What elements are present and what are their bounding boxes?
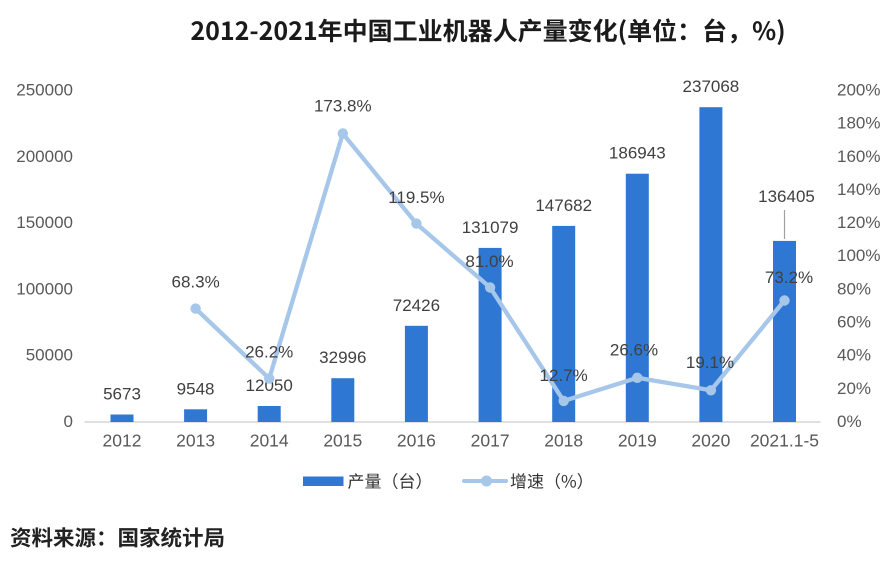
svg-text:136405: 136405 xyxy=(758,187,815,206)
svg-text:250000: 250000 xyxy=(16,81,73,100)
svg-text:26.2%: 26.2% xyxy=(245,343,293,362)
svg-text:0%: 0% xyxy=(837,412,862,431)
svg-text:150000: 150000 xyxy=(16,213,73,232)
svg-text:40%: 40% xyxy=(837,346,871,365)
svg-text:60%: 60% xyxy=(837,313,871,332)
svg-text:0: 0 xyxy=(64,412,73,431)
svg-text:32996: 32996 xyxy=(319,348,366,367)
svg-text:5673: 5673 xyxy=(103,385,141,404)
svg-text:186943: 186943 xyxy=(609,144,666,163)
svg-text:2016: 2016 xyxy=(397,431,436,451)
svg-text:50000: 50000 xyxy=(26,346,73,365)
svg-text:20%: 20% xyxy=(837,379,871,398)
svg-text:2013: 2013 xyxy=(176,431,215,451)
svg-text:173.8%: 173.8% xyxy=(314,97,372,116)
svg-text:160%: 160% xyxy=(837,147,880,166)
svg-text:2021.1-5: 2021.1-5 xyxy=(750,431,819,451)
svg-text:72426: 72426 xyxy=(393,296,440,315)
svg-text:81.0%: 81.0% xyxy=(465,252,513,271)
svg-text:100000: 100000 xyxy=(16,279,73,298)
svg-text:2018: 2018 xyxy=(544,431,583,451)
svg-text:119.5%: 119.5% xyxy=(388,188,444,207)
svg-text:9548: 9548 xyxy=(177,379,215,398)
svg-text:100%: 100% xyxy=(837,246,880,265)
svg-text:200%: 200% xyxy=(837,81,880,100)
svg-text:2015: 2015 xyxy=(323,431,362,451)
svg-text:131079: 131079 xyxy=(462,218,519,237)
svg-text:68.3%: 68.3% xyxy=(171,273,219,292)
svg-text:73.2%: 73.2% xyxy=(765,268,813,287)
svg-text:2012: 2012 xyxy=(103,431,142,451)
svg-text:19.1%: 19.1% xyxy=(686,353,734,372)
svg-text:2014: 2014 xyxy=(250,431,289,451)
svg-text:26.6%: 26.6% xyxy=(610,341,658,360)
svg-text:2020: 2020 xyxy=(691,431,730,451)
svg-text:120%: 120% xyxy=(837,213,880,232)
svg-text:80%: 80% xyxy=(837,279,871,298)
svg-text:147682: 147682 xyxy=(535,196,592,215)
svg-text:180%: 180% xyxy=(837,114,880,133)
svg-text:200000: 200000 xyxy=(16,147,73,166)
svg-text:140%: 140% xyxy=(837,180,880,199)
svg-text:2017: 2017 xyxy=(471,431,510,451)
svg-text:12.7%: 12.7% xyxy=(539,366,587,385)
svg-text:12050: 12050 xyxy=(246,376,293,395)
svg-text:2019: 2019 xyxy=(618,431,657,451)
svg-text:237068: 237068 xyxy=(683,77,740,96)
